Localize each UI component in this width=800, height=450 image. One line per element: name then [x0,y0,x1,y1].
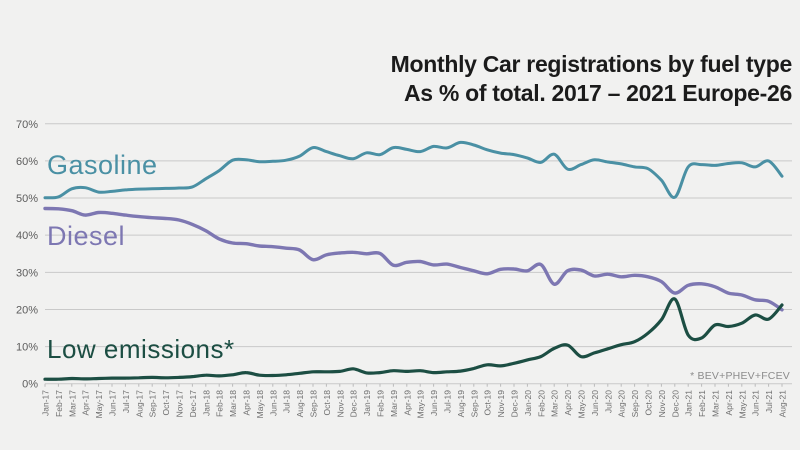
x-axis-tick-label-Nov-17: Nov-17 [175,390,185,418]
chart-title-line2: As % of total. 2017 – 2021 Europe-26 [403,80,792,106]
x-axis-tick-label-May-20: May-20 [577,390,587,419]
x-axis-tick-label-Mar-18: Mar-18 [228,390,238,417]
x-axis-tick-label-Jan-18: Jan-18 [201,390,211,416]
x-axis-tick-label-Sep-20: Sep-20 [630,390,640,418]
x-axis-tick-label-Aug-19: Aug-19 [456,390,466,418]
x-axis-tick-label-Dec-18: Dec-18 [349,390,359,418]
x-axis-tick-label-May-19: May-19 [416,390,426,419]
x-axis-tick-label-Nov-19: Nov-19 [496,390,506,418]
y-axis-tick-label-10: 10% [16,342,38,354]
x-axis-tick-label-Jan-17: Jan-17 [41,390,51,416]
x-axis-tick-label-Jun-21: Jun-21 [751,390,761,416]
series-label-low-emissions: Low emissions* [47,334,235,364]
y-axis-tick-label-50: 50% [16,193,38,205]
x-axis-tick-label-Jul-19: Jul-19 [443,390,453,413]
x-axis-tick-label-Dec-19: Dec-19 [510,390,520,418]
x-axis-tick-label-Jul-21: Jul-21 [764,390,774,413]
x-axis-tick-label-Feb-17: Feb-17 [54,390,64,417]
x-axis-tick-label-Feb-19: Feb-19 [376,390,386,417]
chart-title-line1: Monthly Car registrations by fuel type [390,51,793,77]
x-axis-tick-label-Sep-17: Sep-17 [148,390,158,418]
series-label-diesel: Diesel [47,221,125,251]
x-axis-tick-label-Nov-18: Nov-18 [335,390,345,418]
x-axis-tick-label-Sep-19: Sep-19 [469,390,479,418]
chart-footnote: * BEV+PHEV+FCEV [690,370,790,382]
x-axis-tick-label-Dec-17: Dec-17 [188,390,198,418]
x-axis-tick-label-Aug-21: Aug-21 [778,390,788,418]
y-axis-tick-label-60: 60% [16,156,38,168]
y-axis-tick-label-30: 30% [16,267,38,279]
x-axis-tick-label-Mar-20: Mar-20 [550,390,560,417]
x-axis-tick-label-Apr-20: Apr-20 [563,390,573,416]
x-axis-tick-label-Jun-18: Jun-18 [268,390,278,416]
x-axis-tick-label-Oct-19: Oct-19 [483,390,493,416]
x-axis-tick-label-Aug-20: Aug-20 [617,390,627,418]
x-axis-tick-label-Jun-17: Jun-17 [108,390,118,416]
x-axis-tick-label-Apr-21: Apr-21 [724,390,734,416]
x-axis-tick-label-Feb-20: Feb-20 [536,390,546,417]
x-axis-tick-label-Aug-18: Aug-18 [295,390,305,418]
x-axis-tick-label-Jan-21: Jan-21 [684,390,694,416]
y-axis-tick-label-0: 0% [22,379,38,391]
x-axis-tick-label-Apr-17: Apr-17 [81,390,91,416]
y-axis-tick-label-20: 20% [16,304,38,316]
x-axis-tick-label-Oct-17: Oct-17 [161,390,171,416]
series-line-gasoline [43,140,784,200]
x-axis-tick-label-Aug-17: Aug-17 [134,390,144,418]
x-axis-tick-label-Jan-20: Jan-20 [523,390,533,416]
x-axis-tick-label-May-17: May-17 [94,390,104,419]
x-axis-tick-label-May-18: May-18 [255,390,265,419]
x-axis-tick-label-Oct-20: Oct-20 [644,390,654,416]
x-axis-tick-label-Dec-20: Dec-20 [670,390,680,418]
series-label-gasoline: Gasoline [47,150,158,180]
y-axis-tick-label-40: 40% [16,230,38,242]
series-line-low-emissions [43,297,784,381]
x-axis-tick-label-Sep-18: Sep-18 [309,390,319,418]
x-axis-tick-label-Feb-21: Feb-21 [697,390,707,417]
x-axis-tick-label-Nov-20: Nov-20 [657,390,667,418]
x-axis-tick-label-Jun-20: Jun-20 [590,390,600,416]
x-axis-tick-label-Apr-19: Apr-19 [402,390,412,416]
series-line-diesel [43,206,784,312]
x-axis-tick-label-Mar-21: Mar-21 [711,390,721,417]
chart-title: Monthly Car registrations by fuel type A… [390,50,793,108]
x-axis-tick-label-Oct-18: Oct-18 [322,390,332,416]
x-axis-tick-label-May-21: May-21 [737,390,747,419]
x-axis-tick-label-Feb-18: Feb-18 [215,390,225,417]
x-axis-tick-label-Mar-17: Mar-17 [67,390,77,417]
x-axis-tick-label-Jul-18: Jul-18 [282,390,292,413]
y-axis-tick-label-70: 70% [16,119,38,131]
x-axis-tick-label-Jul-20: Jul-20 [603,390,613,413]
x-axis-tick-label-Jun-19: Jun-19 [429,390,439,416]
x-axis-tick-label-Apr-18: Apr-18 [242,390,252,416]
x-axis-tick-label-Jul-17: Jul-17 [121,390,131,413]
x-axis-tick-label-Mar-19: Mar-19 [389,390,399,417]
x-axis-tick-label-Jan-19: Jan-19 [362,390,372,416]
